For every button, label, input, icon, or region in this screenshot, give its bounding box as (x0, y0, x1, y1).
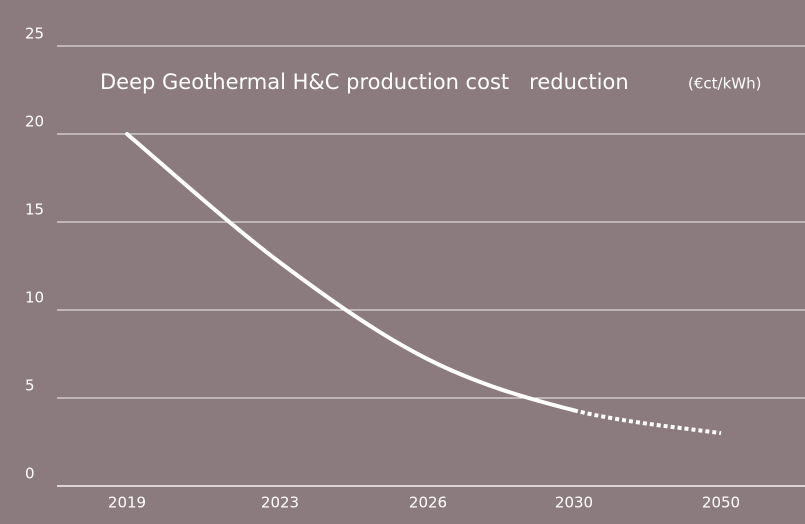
y-tick-label: 20 (25, 113, 44, 131)
y-tick-label: 25 (25, 25, 44, 43)
line (125, 132, 576, 413)
x-tick-label: 2019 (108, 494, 146, 512)
y-tick-label: 0 (25, 465, 35, 483)
x-tick-label: 2023 (261, 494, 299, 512)
y-tick-label: 15 (25, 201, 44, 219)
x-tick-label: 2050 (702, 494, 740, 512)
y-tick-label: 10 (25, 289, 44, 307)
chart-title: Deep Geothermal H&C production cost redu… (100, 70, 629, 94)
unit-label: (€ct/kWh) (688, 75, 761, 93)
x-tick-label: 2026 (409, 494, 447, 512)
x-tick-label: 2030 (555, 494, 593, 512)
y-tick-label: 5 (25, 377, 35, 395)
